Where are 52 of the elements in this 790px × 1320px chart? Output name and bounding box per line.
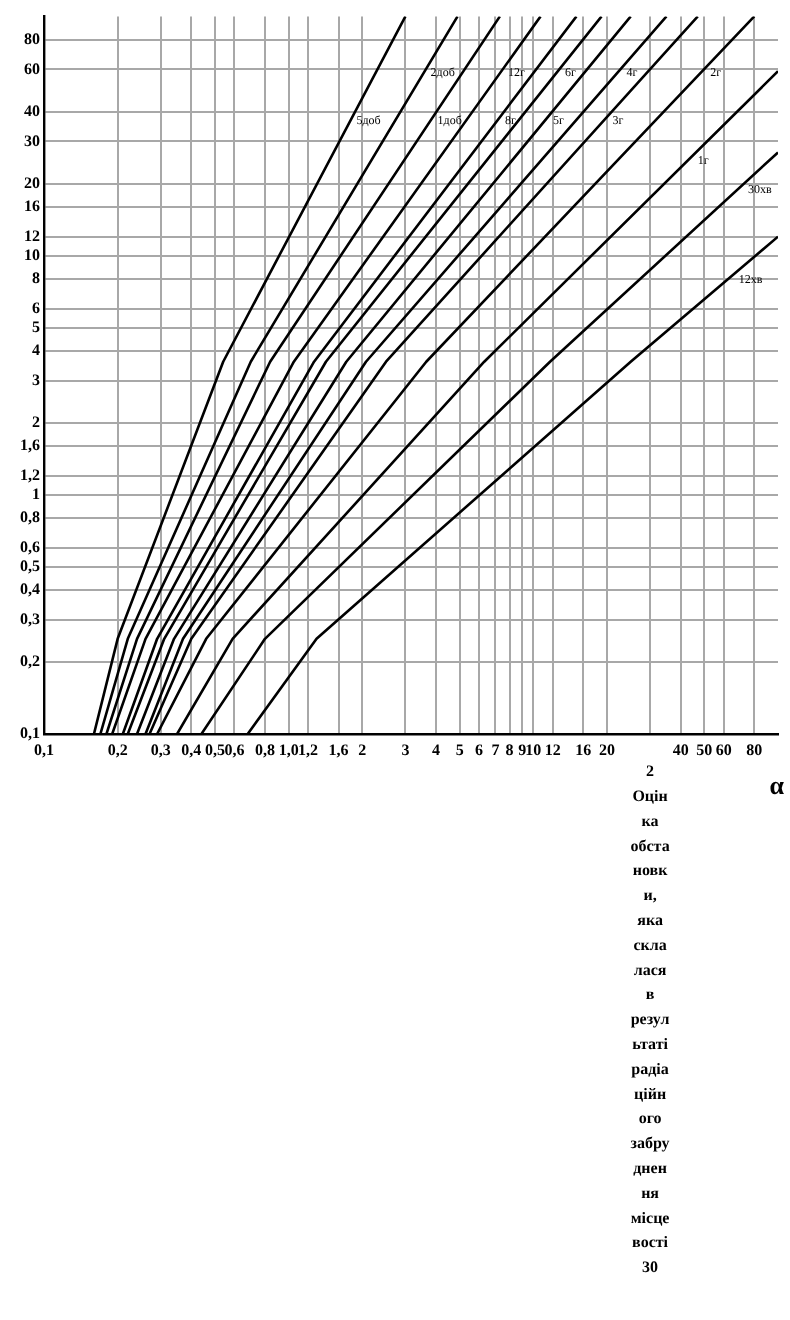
x-tick-label: 12 bbox=[544, 740, 561, 759]
x-tick-label: 50 bbox=[696, 740, 713, 759]
x-tick-label: 2 bbox=[358, 740, 367, 759]
y-tick-label: 0,2 bbox=[20, 652, 40, 671]
y-tick-label: 6 bbox=[32, 298, 40, 317]
x-tick-label: 1,6 bbox=[328, 740, 349, 759]
y-tick-label: 10 bbox=[24, 245, 40, 264]
y-tick-label: 0,5 bbox=[20, 556, 40, 575]
y-tick-label: 0,8 bbox=[20, 508, 40, 527]
x-tick-label: 4 bbox=[431, 740, 440, 759]
x-tick-label: 80 bbox=[746, 740, 763, 759]
y-tick-label: 40 bbox=[24, 101, 40, 120]
y-tick-label: 0,3 bbox=[20, 610, 40, 628]
y-tick-label: 5 bbox=[32, 317, 40, 336]
y-tick-label: 30 bbox=[24, 131, 40, 150]
x-tick-label: 7 bbox=[491, 740, 500, 759]
y-tick-label: 12 bbox=[24, 226, 40, 245]
x-tick-label: 0,2 bbox=[107, 740, 128, 759]
x-tick-label: 20 bbox=[598, 740, 615, 759]
y-tick-label: 1,2 bbox=[20, 465, 40, 484]
y-tick-label: 4 bbox=[32, 340, 40, 359]
x-tick-label: 16 bbox=[575, 740, 592, 759]
y-tick-label: 60 bbox=[24, 59, 40, 78]
x-tick-label: 1,2 bbox=[298, 740, 319, 759]
x-tick-label: 0,4 bbox=[181, 740, 202, 759]
y-tick-label: 0,4 bbox=[20, 580, 40, 599]
y-tick-label: 80 bbox=[24, 29, 40, 48]
x-tick-label: 0,3 bbox=[150, 740, 171, 759]
text: 2 Оцінка обстановки, яка склалася в результаті радіаційного забруднення місцевості bbox=[630, 762, 670, 1252]
x-tick-label: 3 bbox=[401, 740, 410, 759]
y-tick-label: 8 bbox=[32, 268, 40, 287]
x-axis-title: α bbox=[769, 769, 786, 800]
x-tick-label: 9 bbox=[518, 740, 527, 759]
x-tick-label: 8 bbox=[505, 740, 514, 759]
x-tick-label: 0,8 bbox=[254, 740, 275, 759]
x-tick-label: 10 bbox=[525, 740, 542, 759]
x-tick-label: 1,0 bbox=[278, 740, 299, 759]
x-tick-label: 0,6 bbox=[224, 740, 245, 759]
y-tick-label: 3 bbox=[32, 370, 40, 389]
y-tick-label: 0,1 bbox=[20, 724, 40, 743]
x-tick-label: 5 bbox=[455, 740, 464, 759]
y-tick-label: 1,6 bbox=[20, 436, 40, 455]
x-tick-label: 6 bbox=[475, 740, 484, 759]
x-tick-label: 0,5 bbox=[205, 740, 226, 759]
y-tick-label: 1 bbox=[32, 484, 40, 503]
y-tick-label: 0,6 bbox=[20, 537, 40, 556]
x-tick-label: 60 bbox=[715, 740, 732, 759]
text: 30 bbox=[642, 1258, 659, 1277]
y-tick-label: 16 bbox=[24, 196, 40, 215]
y-tick-label: 2 bbox=[32, 412, 40, 431]
x-tick-label: 40 bbox=[672, 740, 689, 759]
y-tick-label: 20 bbox=[24, 173, 40, 192]
